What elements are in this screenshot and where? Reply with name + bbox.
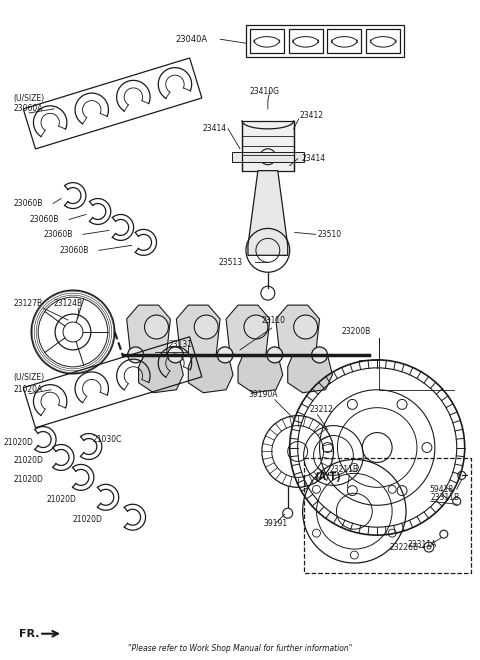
Text: 21020A: 21020A (13, 385, 43, 394)
Circle shape (312, 347, 327, 363)
Text: 23412: 23412 (300, 112, 324, 120)
Bar (246, 25, 404, 57)
Text: 23060B: 23060B (13, 199, 43, 208)
Text: 23110: 23110 (262, 315, 286, 325)
Circle shape (267, 347, 283, 363)
Text: 21030C: 21030C (93, 435, 122, 444)
Text: 23060B: 23060B (43, 230, 72, 239)
Text: 23200B: 23200B (341, 327, 371, 337)
Text: 23510: 23510 (318, 230, 342, 239)
Circle shape (194, 315, 218, 339)
Circle shape (217, 347, 233, 363)
Polygon shape (288, 355, 333, 393)
Text: 23060A: 23060A (13, 104, 43, 114)
Text: 21020D: 21020D (3, 438, 33, 447)
Bar (366, 29, 400, 53)
Polygon shape (248, 171, 288, 255)
Circle shape (294, 315, 318, 339)
Text: 23040A: 23040A (175, 35, 207, 44)
Circle shape (244, 315, 268, 339)
Text: "Please refer to Work Shop Manual for further information": "Please refer to Work Shop Manual for fu… (128, 644, 352, 653)
Text: (A/T): (A/T) (314, 472, 341, 482)
Circle shape (128, 347, 144, 363)
Polygon shape (238, 355, 283, 393)
Circle shape (144, 315, 168, 339)
Polygon shape (276, 305, 320, 355)
Text: 23212: 23212 (310, 405, 334, 414)
Bar (250, 29, 284, 53)
Text: 23226B: 23226B (389, 543, 418, 552)
Text: 59418: 59418 (429, 485, 453, 494)
Bar (288, 29, 323, 53)
Text: 23211B: 23211B (329, 465, 359, 474)
Bar (327, 29, 361, 53)
Text: 23124B: 23124B (53, 298, 82, 308)
Text: 21020D: 21020D (46, 495, 76, 504)
Text: 21020D: 21020D (13, 456, 43, 465)
Text: 23060B: 23060B (59, 246, 88, 255)
Text: 39190A: 39190A (248, 390, 277, 399)
Text: 21020D: 21020D (13, 475, 43, 484)
Text: 23513: 23513 (218, 258, 242, 267)
Text: 39191: 39191 (264, 519, 288, 528)
Polygon shape (226, 305, 270, 355)
Polygon shape (176, 305, 220, 355)
Bar (242, 121, 294, 171)
Text: FR.: FR. (19, 629, 40, 639)
Text: 23410G: 23410G (250, 86, 280, 96)
Bar (232, 152, 304, 162)
Text: 21020D: 21020D (73, 515, 103, 523)
Text: (U/SIZE): (U/SIZE) (13, 374, 45, 382)
Text: 23311A: 23311A (407, 540, 436, 548)
Circle shape (168, 347, 183, 363)
Polygon shape (188, 355, 233, 393)
Bar (304, 458, 471, 573)
Text: 23414: 23414 (202, 124, 227, 133)
Text: 23131: 23131 (168, 341, 192, 349)
Text: 23414: 23414 (301, 154, 326, 163)
Text: 23060B: 23060B (29, 215, 59, 224)
Text: (U/SIZE): (U/SIZE) (13, 94, 45, 104)
Polygon shape (139, 355, 183, 393)
Polygon shape (127, 305, 170, 355)
Text: 23127B: 23127B (13, 298, 42, 308)
Text: 23311B: 23311B (431, 493, 460, 502)
